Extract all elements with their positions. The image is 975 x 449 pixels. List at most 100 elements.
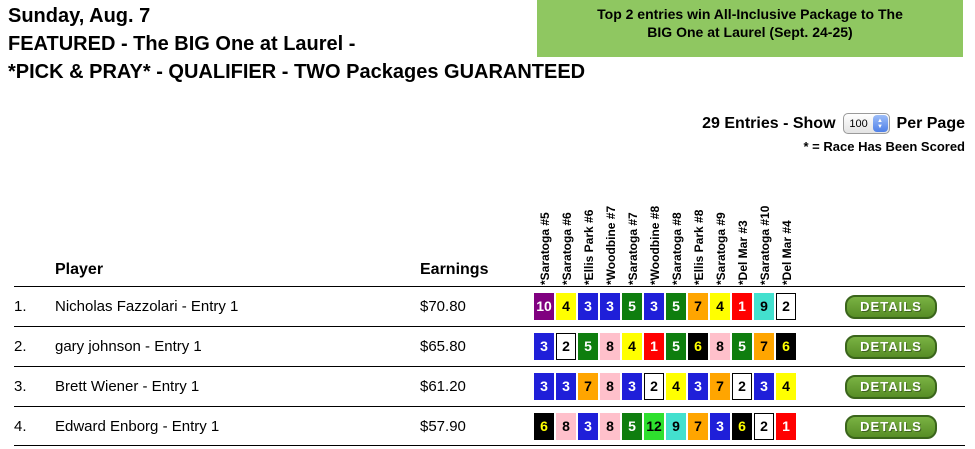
contest-name-line1: FEATURED - The BIG One at Laurel -	[8, 33, 356, 55]
details-button[interactable]: DETAILS	[845, 375, 937, 399]
saddle-cloth-chip: 3	[754, 373, 774, 400]
saddle-cloth-chip: 5	[666, 333, 686, 360]
saddle-cloth-chip: 3	[578, 413, 598, 440]
saddle-cloth-chip: 8	[710, 333, 730, 360]
saddle-cloth-chip: 6	[534, 413, 554, 440]
list-controls: 29 Entries - Show 100 ▲ ▼ Per Page * = R…	[702, 113, 965, 154]
saddle-cloth-chip: 2	[556, 333, 576, 360]
page-size-select[interactable]: 100 ▲ ▼	[842, 113, 890, 134]
race-header: *Saratoga #8	[670, 212, 684, 285]
race-header: *Woodbine #8	[648, 205, 662, 285]
race-header: *Ellis Park #8	[692, 209, 706, 285]
scored-legend: * = Race Has Been Scored	[803, 139, 966, 154]
earnings-value: $57.90	[420, 418, 466, 435]
saddle-cloth-chip: 5	[578, 333, 598, 360]
table-row: 3. Brett Wiener - Entry 1 $61.20 3 3 7 8 3 2 4 3 7 2…	[14, 366, 965, 406]
saddle-cloth-chip: 9	[666, 413, 686, 440]
earnings-value: $70.80	[420, 298, 466, 315]
saddle-cloth-chip: 3	[688, 373, 708, 400]
player-name: Brett Wiener - Entry 1	[55, 378, 200, 395]
details-button[interactable]: DETAILS	[845, 295, 937, 319]
saddle-cloth-chip: 10	[534, 293, 554, 320]
stepper-down-icon: ▼	[877, 123, 883, 130]
race-header: *Woodbine #7	[604, 205, 618, 285]
saddle-cloth-chip: 7	[710, 373, 730, 400]
entries-show-row: 29 Entries - Show 100 ▲ ▼ Per Page	[702, 113, 965, 134]
saddle-cloth-chip: 3	[622, 373, 642, 400]
entries-count-label: 29 Entries - Show	[702, 114, 836, 132]
race-header: *Saratoga #7	[626, 212, 640, 285]
saddle-cloth-chip: 1	[776, 413, 796, 440]
saddle-cloth-chip: 7	[688, 413, 708, 440]
saddle-cloth-chip: 3	[534, 373, 554, 400]
race-column-headers: *Saratoga #5 *Saratoga #6 *Ellis Park #6 *W…	[534, 163, 798, 285]
contest-title: Sunday, Aug. 7 FEATURED - The BIG One at…	[8, 2, 585, 86]
saddle-cloth-chip: 4	[666, 373, 686, 400]
saddle-cloth-chip: 5	[622, 293, 642, 320]
saddle-cloth-chip: 3	[578, 293, 598, 320]
saddle-cloth-chip: 3	[534, 333, 554, 360]
stepper-up-icon: ▲	[877, 117, 883, 124]
saddle-cloth-chip: 3	[600, 293, 620, 320]
race-header: *Saratoga #9	[714, 212, 728, 285]
race-header: *Del Mar #3	[736, 220, 750, 285]
saddle-cloth-chip: 4	[556, 293, 576, 320]
saddle-cloth-chip: 1	[644, 333, 664, 360]
contest-name-line2: *PICK & PRAY* - QUALIFIER - TWO Packages…	[8, 61, 586, 83]
saddle-cloth-chip: 2	[776, 293, 796, 320]
saddle-cloth-chip: 2	[732, 373, 752, 400]
saddle-cloth-chip: 8	[600, 333, 620, 360]
contest-date: Sunday, Aug. 7	[8, 5, 151, 27]
race-header: *Saratoga #10	[758, 205, 772, 285]
saddle-cloth-chip: 12	[644, 413, 664, 440]
saddle-cloth-chip: 3	[644, 293, 664, 320]
promo-banner: Top 2 entries win All-Inclusive Package …	[537, 0, 963, 57]
saddle-cloth-chip: 5	[732, 333, 752, 360]
player-name: Nicholas Fazzolari - Entry 1	[55, 298, 239, 315]
race-header: *Ellis Park #6	[582, 209, 596, 285]
saddle-cloth-chip: 2	[754, 413, 774, 440]
earnings-value: $65.80	[420, 338, 466, 355]
row-rank: 3.	[14, 378, 27, 395]
saddle-cloth-chip: 6	[688, 333, 708, 360]
saddle-cloth-chip: 7	[578, 373, 598, 400]
row-rank: 4.	[14, 418, 27, 435]
saddle-cloth-chip: 6	[776, 333, 796, 360]
page-size-value: 100	[849, 117, 868, 130]
details-button[interactable]: DETAILS	[845, 415, 937, 439]
select-stepper-icon: ▲ ▼	[872, 115, 888, 132]
earnings-column-header: Earnings	[420, 261, 489, 278]
leaderboard-rows: 1. Nicholas Fazzolari - Entry 1 $70.80 10 4 3…	[14, 286, 965, 446]
saddle-cloth-chip: 7	[754, 333, 774, 360]
race-header: *Del Mar #4	[780, 220, 794, 285]
saddle-cloth-chip: 5	[666, 293, 686, 320]
race-header: *Saratoga #5	[538, 212, 552, 285]
saddle-cloth-chip: 8	[600, 413, 620, 440]
picks-strip: 6 8 3 8 5 12 9 7 3 6 2 1	[534, 413, 798, 440]
table-row: 1. Nicholas Fazzolari - Entry 1 $70.80 10 4 3…	[14, 286, 965, 326]
saddle-cloth-chip: 4	[622, 333, 642, 360]
saddle-cloth-chip: 7	[688, 293, 708, 320]
saddle-cloth-chip: 4	[710, 293, 730, 320]
saddle-cloth-chip: 8	[556, 413, 576, 440]
saddle-cloth-chip: 6	[732, 413, 752, 440]
saddle-cloth-chip: 3	[710, 413, 730, 440]
saddle-cloth-chip: 9	[754, 293, 774, 320]
promo-banner-line2: BIG One at Laurel (Sept. 24-25)	[647, 24, 853, 40]
table-row: 4. Edward Enborg - Entry 1 $57.90 6 8 3 8 5 12 9 7…	[14, 406, 965, 446]
earnings-value: $61.20	[420, 378, 466, 395]
saddle-cloth-chip: 8	[600, 373, 620, 400]
player-name: Edward Enborg - Entry 1	[55, 418, 220, 435]
table-row: 2. gary johnson - Entry 1 $65.80 3 2 5 8 4 1 5 6 8 5…	[14, 326, 965, 366]
promo-banner-line1: Top 2 entries win All-Inclusive Package …	[597, 6, 903, 22]
row-rank: 1.	[14, 298, 27, 315]
details-button[interactable]: DETAILS	[845, 335, 937, 359]
saddle-cloth-chip: 4	[776, 373, 796, 400]
per-page-label: Per Page	[896, 114, 965, 132]
saddle-cloth-chip: 2	[644, 373, 664, 400]
saddle-cloth-chip: 3	[556, 373, 576, 400]
saddle-cloth-chip: 5	[622, 413, 642, 440]
picks-strip: 10 4 3 3 5 3 5 7 4 1 9 2	[534, 293, 798, 320]
